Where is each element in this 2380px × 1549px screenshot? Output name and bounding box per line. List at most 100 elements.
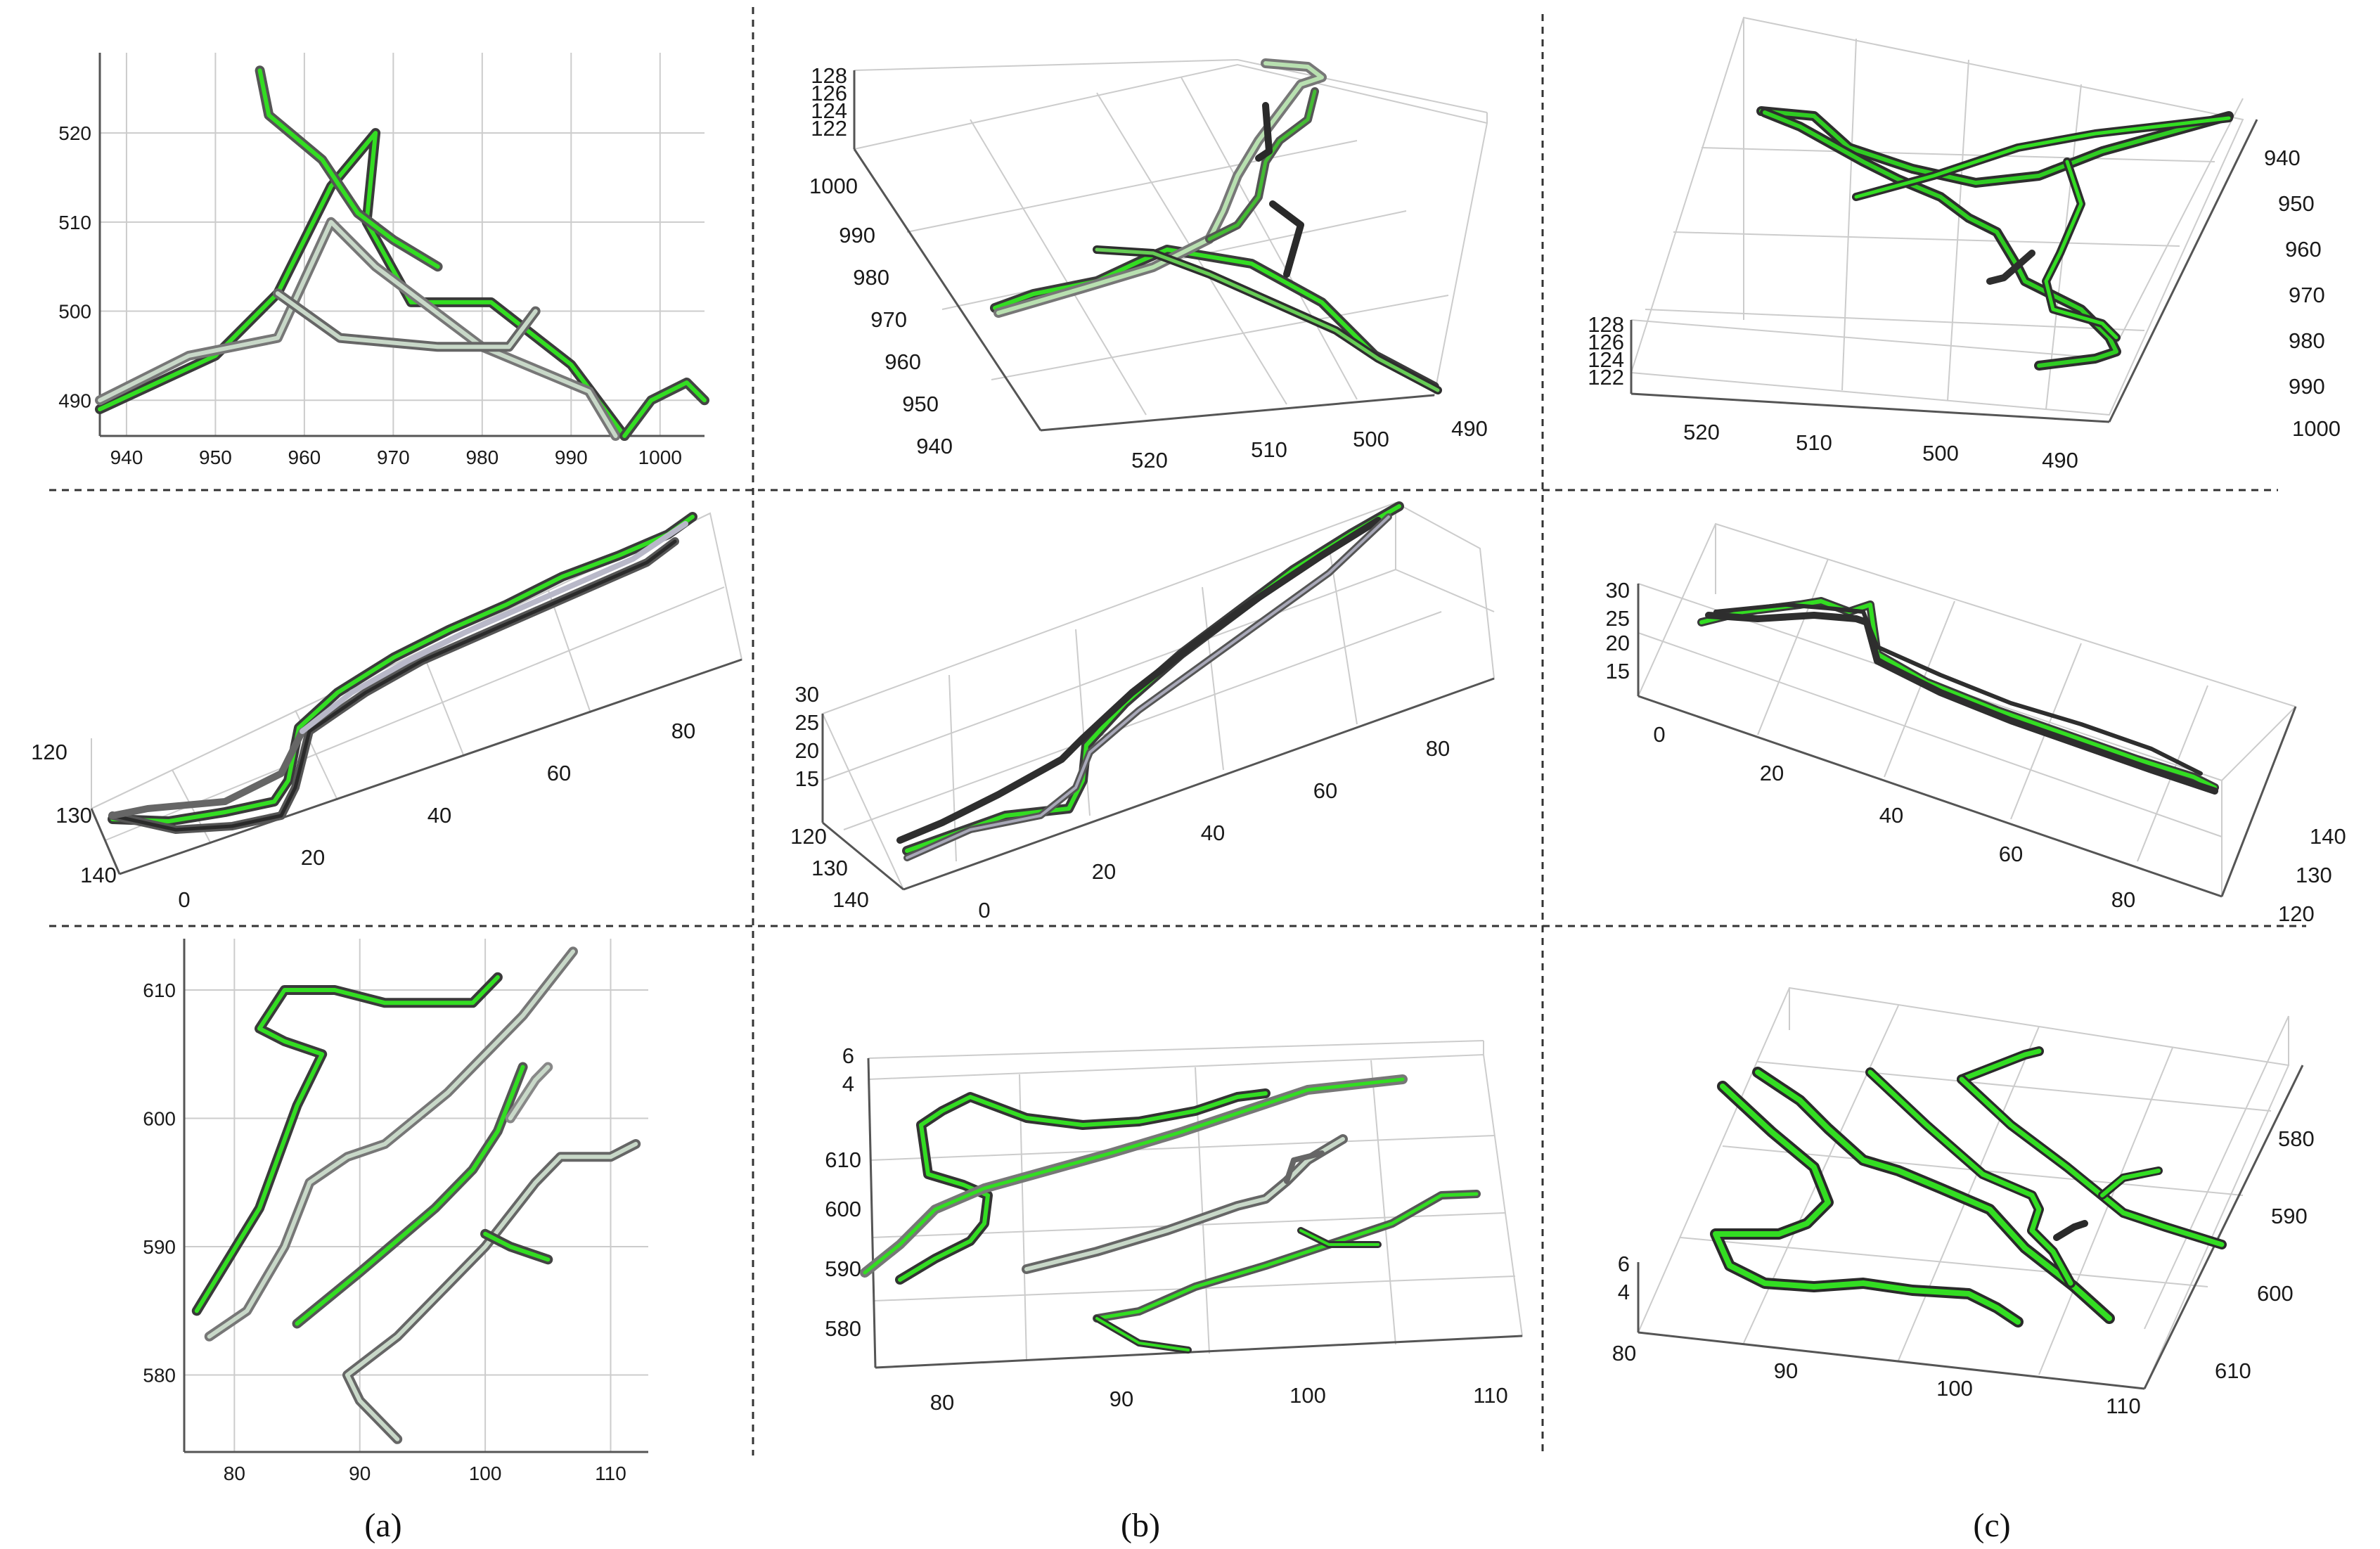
x-tick-label: 510 xyxy=(1251,437,1287,462)
x-tick-label: 40 xyxy=(1201,821,1225,845)
x-tick-label: 110 xyxy=(595,1463,626,1484)
panel-row3-b: 6 4 610 600 590 580 80 90 100 110 xyxy=(825,1040,1524,1415)
series-vessel-6 xyxy=(508,1065,551,1121)
axis-row1-b xyxy=(853,70,1435,432)
vessel-tube xyxy=(1095,1192,1479,1320)
y-tick-label: 120 xyxy=(2278,901,2315,926)
x-tick-label: 490 xyxy=(2042,448,2078,473)
vessel-tube xyxy=(990,245,1439,392)
axis-row3-c xyxy=(1637,1065,2304,1390)
z-tick-label: 30 xyxy=(795,682,819,707)
x-tick-label: 0 xyxy=(1653,722,1665,747)
y-tick-label: 580 xyxy=(825,1316,861,1341)
x-tick-label: 80 xyxy=(1426,736,1450,761)
x-tick-label: 940 xyxy=(110,446,143,468)
z-tick-label: 20 xyxy=(1606,631,1630,655)
vessel-tube xyxy=(1705,612,2218,795)
x-tick-label: 520 xyxy=(1683,420,1720,444)
vessel-tube xyxy=(1713,1084,2021,1325)
axis-row2-a xyxy=(90,658,742,875)
vessel-tube xyxy=(110,515,695,823)
y-tick-label: 600 xyxy=(2257,1281,2294,1306)
vessel-tube xyxy=(1207,89,1317,241)
x-tick-label: 100 xyxy=(1936,1376,1973,1401)
x-tick-label: 90 xyxy=(1774,1358,1798,1383)
z-tick-label: 25 xyxy=(1606,606,1630,631)
vessel-tube xyxy=(898,1091,1268,1282)
y-tick-label: 490 xyxy=(58,390,91,411)
y-tick-label: 600 xyxy=(825,1197,861,1221)
z-tick-label: 4 xyxy=(1618,1280,1630,1304)
vessel-tube xyxy=(896,517,1382,844)
y-tick-label: 960 xyxy=(2285,237,2322,262)
vessel-tube xyxy=(1959,1048,2042,1082)
vessel-tube xyxy=(1867,1069,2073,1286)
ticks-row3-c: 6 4 80 90 100 110 580 590 600 610 xyxy=(1612,1126,2315,1418)
vessels-row3-b xyxy=(860,1074,1481,1354)
vessel-tube xyxy=(1865,1067,2076,1288)
z-tick-label: 126 xyxy=(1588,330,1624,354)
x-tick-label: 500 xyxy=(1353,427,1389,451)
z-tick-label: 124 xyxy=(811,98,847,123)
vessel-tube xyxy=(1095,248,1440,392)
x-tick-label: 1000 xyxy=(638,446,682,468)
x-tick-label: 980 xyxy=(465,446,498,468)
y-tick-label: 520 xyxy=(58,122,91,144)
y-tick-label: 580 xyxy=(143,1365,176,1387)
vessel-tube xyxy=(993,248,1436,389)
z-tick-label: 128 xyxy=(1588,312,1624,337)
z-tick-label: 20 xyxy=(795,738,819,763)
vessels-row3-c xyxy=(1710,1046,2227,1328)
grid-row3-c xyxy=(1637,986,2290,1390)
y-tick-label: 940 xyxy=(2264,146,2301,170)
z-tick-label: 6 xyxy=(1618,1252,1630,1276)
vessels-row2-a xyxy=(108,512,697,834)
z-tick-label: 15 xyxy=(1606,659,1630,683)
y-tick-label: 590 xyxy=(825,1256,861,1281)
caption-a: (a) xyxy=(364,1507,401,1544)
caption-b: (b) xyxy=(1121,1507,1160,1544)
y-tick-label: 950 xyxy=(902,392,939,416)
vessel-tube xyxy=(1854,116,2231,199)
y-tick-label: 580 xyxy=(2278,1126,2315,1151)
panel-row3-c: 6 4 80 90 100 110 580 590 600 610 xyxy=(1612,986,2315,1418)
axis-row3-b xyxy=(867,1058,1523,1369)
y-tick-label: 140 xyxy=(832,887,869,912)
series-vessel-2 xyxy=(98,219,618,438)
y-tick-label: 990 xyxy=(2289,374,2325,399)
y-tick-label: 120 xyxy=(31,740,67,764)
series-vessel-4 xyxy=(275,291,538,349)
x-tick-label: 960 xyxy=(288,446,321,468)
vessel-tube xyxy=(1713,603,2203,776)
panel-row2-b: 30 25 20 15 120 130 140 0 20 40 60 80 xyxy=(790,501,1495,923)
x-tick-label: 510 xyxy=(1796,430,1832,455)
series-vessel-2 xyxy=(207,949,575,1339)
x-tick-label: 520 xyxy=(1131,448,1168,473)
series-vessel-1-outline xyxy=(191,972,503,1316)
series-vessel-5 xyxy=(483,1231,551,1262)
grid-row1-b xyxy=(853,59,1488,432)
z-tick-label: 6 xyxy=(842,1043,854,1068)
y-tick-label: 970 xyxy=(870,307,907,332)
x-tick-label: 60 xyxy=(1999,842,2023,866)
vessel-tube xyxy=(1755,1069,2112,1321)
vessel-tube xyxy=(1759,109,2231,185)
vessel-tube xyxy=(1284,1150,1325,1184)
x-tick-label: 950 xyxy=(199,446,232,468)
axis-row2-c xyxy=(1637,584,2297,898)
panel-row1-a: 940 950 960 970 980 990 1000 490 500 510 520 xyxy=(58,53,709,468)
grid-row2-c xyxy=(1637,522,2297,898)
x-tick-label: 0 xyxy=(178,887,190,912)
x-tick-label: 90 xyxy=(349,1463,371,1484)
x-tick-label: 20 xyxy=(1760,761,1784,785)
vessel-tube xyxy=(2100,1169,2161,1197)
y-tick-label: 960 xyxy=(885,349,921,374)
panel-row3-a: 80 90 100 110 580 590 600 610 xyxy=(143,939,648,1484)
y-tick-label: 610 xyxy=(2215,1358,2251,1383)
y-tick-label: 610 xyxy=(143,979,176,1001)
x-tick-label: 20 xyxy=(301,845,325,870)
ticks-row2-b: 30 25 20 15 120 130 140 0 20 40 60 80 xyxy=(790,682,1450,923)
z-tick-label: 128 xyxy=(811,63,847,88)
